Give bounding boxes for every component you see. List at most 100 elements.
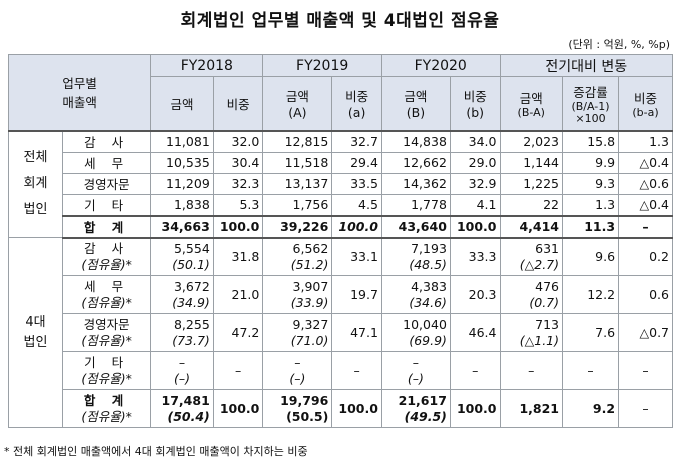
cell: 631 (△2.7)	[499, 237, 563, 276]
cell: –	[331, 351, 382, 390]
cell: 17,481 (50.4)	[150, 389, 214, 428]
cell: –	[449, 351, 501, 390]
cell: 2,023	[499, 129, 563, 153]
year-header-2020: FY2020	[380, 54, 501, 77]
row-label: 경영자문	[61, 172, 152, 195]
cell: 100.0	[449, 214, 501, 239]
cell: △0.4	[618, 151, 673, 174]
cell: 1,838	[150, 193, 214, 216]
cell: 32.7	[331, 129, 382, 153]
cell: 1,778	[380, 193, 451, 216]
row-label: 세 무	[61, 151, 152, 174]
cell: 34.0	[449, 129, 501, 153]
cell: 713 (△1.1)	[499, 313, 563, 352]
cell: – (–)	[150, 351, 214, 390]
cell: 34,663	[150, 214, 214, 239]
cell: 5,554 (50.1)	[150, 237, 214, 276]
cell: 100.0	[449, 389, 501, 428]
cell: 21.0	[212, 275, 264, 314]
cell: – (–)	[262, 351, 333, 390]
cell: 32.3	[212, 172, 264, 195]
cell: 6,562 (51.2)	[262, 237, 333, 276]
group-label-all: 전체 회계 법인	[8, 129, 63, 238]
table-row: 경영자문 11,209 32.3 13,137 33.5 14,362 32.9…	[9, 172, 673, 195]
cell: 14,838	[380, 129, 451, 153]
cell: 13,137	[262, 172, 333, 195]
cell: 9.3	[561, 172, 620, 195]
row-label: 감 사 (점유율)*	[61, 237, 152, 276]
share-b-header: 비중 (b)	[449, 76, 501, 131]
group-label-big4: 4대 법인	[8, 237, 63, 428]
year-header-2018: FY2018	[150, 54, 264, 77]
cell: △0.4	[618, 193, 673, 216]
cell: 12,662	[380, 151, 451, 174]
cell: 1.3	[561, 193, 620, 216]
table-title: 회계법인 업무별 매출액 및 4대법인 점유율	[180, 11, 500, 31]
table-row: 세 무 10,535 30.4 11,518 29.4 12,662 29.0 …	[9, 151, 673, 174]
unit-label: (단위 : 억원, %, %p)	[568, 38, 670, 51]
chg-amt-header: 금액 (B-A)	[499, 76, 563, 131]
cell: 11,518	[262, 151, 333, 174]
cell: 100.0	[212, 389, 264, 428]
revenue-table: 업무별 매출액 FY2018 FY2019 FY2020 전기대비 변동 금액 …	[7, 54, 673, 428]
cell: 31.8	[212, 237, 264, 276]
change-header: 전기대비 변동	[499, 54, 673, 77]
cell: 8,255 (73.7)	[150, 313, 214, 352]
cell: 14,362	[380, 172, 451, 195]
cell: 12.2	[561, 275, 620, 314]
cell: 7.6	[561, 313, 620, 352]
cell: 10,040 (69.9)	[380, 313, 451, 352]
cell: 4.1	[449, 193, 501, 216]
row-label: 합 계	[61, 214, 152, 239]
cell: 22	[499, 193, 563, 216]
amt-header: 금액	[150, 76, 214, 131]
cell: –	[212, 351, 264, 390]
cell: 4,383 (34.6)	[380, 275, 451, 314]
cell: –	[618, 389, 673, 428]
table-row: 경영자문 (점유율)* 8,255 (73.7) 47.2 9,327 (71.0) …	[9, 313, 673, 352]
year-header-2019: FY2019	[262, 54, 382, 77]
chg-rate-header: 증감률 (B/A-1) ×100	[561, 76, 620, 131]
cell: – (–)	[380, 351, 451, 390]
cell: 29.4	[331, 151, 382, 174]
table-row-total: 합 계 34,663 100.0 39,226 100.0 43,640 100…	[9, 214, 673, 239]
cell: 43,640	[380, 214, 451, 239]
table-row: 4대 법인 감 사 (점유율)* 5,554 (50.1) 31.8 6,562 (51…	[8, 237, 673, 428]
cell: 3,907 (33.9)	[262, 275, 333, 314]
cell: 1,756	[262, 193, 333, 216]
cell: 0.6	[618, 275, 673, 314]
cell: 19,796 (50.5)	[262, 389, 333, 428]
cell: △0.7	[618, 313, 673, 352]
table-row: 세 무 (점유율)* 3,672 (34.9) 21.0 3,907 (33.9) 1…	[9, 275, 673, 314]
row-label: 경영자문 (점유율)*	[61, 313, 152, 352]
cell: 32.9	[449, 172, 501, 195]
cell: 1,225	[499, 172, 563, 195]
row-label: 기 타 (점유율)*	[61, 351, 152, 390]
cell: 3,672 (34.9)	[150, 275, 214, 314]
cell: 46.4	[449, 313, 501, 352]
row-label: 감 사	[61, 129, 152, 153]
cell: 7,193 (48.5)	[380, 237, 451, 276]
cell: 47.1	[331, 313, 382, 352]
cell: 33.3	[449, 237, 501, 276]
cell: 19.7	[331, 275, 382, 314]
cell: 11,081	[150, 129, 214, 153]
row-label: 합 계 (점유율)*	[61, 389, 152, 428]
cell: 4,414	[499, 214, 563, 239]
cell: 15.8	[561, 129, 620, 153]
cell: –	[618, 351, 673, 390]
cell: 100.0	[331, 389, 382, 428]
corner-header: 업무별 매출액	[7, 54, 152, 131]
cell: 47.2	[212, 313, 264, 352]
cell: 1,144	[499, 151, 563, 174]
cell: –	[618, 214, 673, 239]
cell: 12,815	[262, 129, 333, 153]
cell: –	[499, 351, 563, 390]
cell: 11.3	[561, 214, 620, 239]
cell: 1.3	[618, 129, 673, 153]
cell: 32.0	[212, 129, 264, 153]
share-a-header: 비중 (a)	[331, 76, 382, 131]
cell: 1,821	[499, 389, 563, 428]
cell: 29.0	[449, 151, 501, 174]
cell: 30.4	[212, 151, 264, 174]
